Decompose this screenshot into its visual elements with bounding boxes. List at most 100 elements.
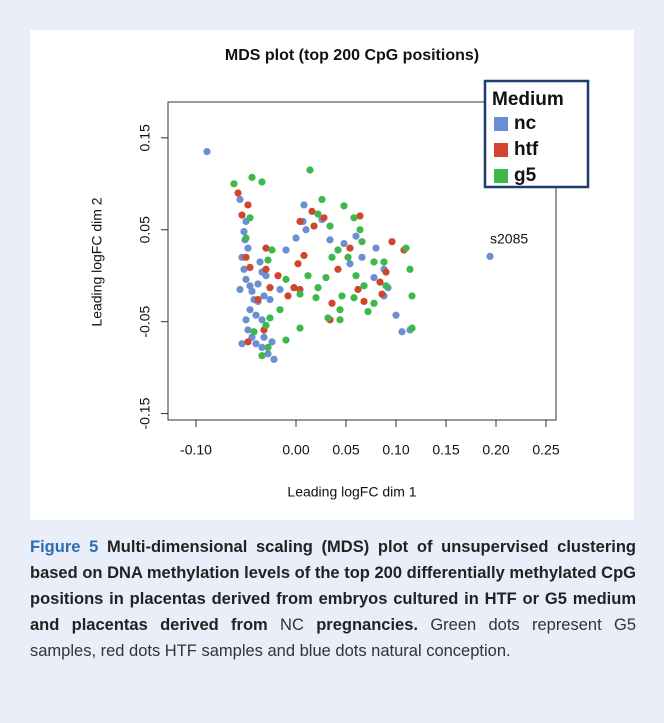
point bbox=[242, 316, 250, 324]
point bbox=[266, 284, 274, 292]
point bbox=[300, 201, 308, 209]
point bbox=[346, 244, 354, 252]
point bbox=[264, 350, 272, 358]
point bbox=[236, 285, 244, 294]
point bbox=[340, 202, 348, 210]
point bbox=[258, 352, 266, 360]
point bbox=[310, 222, 318, 230]
point bbox=[326, 222, 334, 230]
point bbox=[246, 263, 254, 272]
point bbox=[240, 265, 248, 273]
point bbox=[234, 189, 242, 197]
point bbox=[372, 244, 380, 252]
point bbox=[262, 321, 270, 329]
point bbox=[270, 355, 278, 363]
point bbox=[320, 214, 328, 222]
point bbox=[324, 314, 332, 322]
point bbox=[242, 275, 250, 283]
point bbox=[258, 178, 266, 186]
point bbox=[398, 328, 406, 336]
y-tick-label: -0.15 bbox=[137, 397, 153, 429]
point bbox=[276, 285, 284, 294]
point bbox=[296, 324, 304, 332]
point bbox=[258, 316, 266, 324]
point bbox=[246, 214, 254, 222]
point bbox=[370, 258, 378, 266]
point bbox=[336, 316, 344, 324]
point bbox=[290, 284, 298, 292]
point bbox=[262, 265, 270, 273]
point bbox=[246, 282, 254, 290]
legend-label: nc bbox=[514, 113, 537, 134]
point bbox=[358, 253, 366, 261]
point bbox=[282, 336, 290, 344]
point bbox=[328, 299, 336, 307]
caption-bold: Multi-dimensional scaling (MDS) plot of … bbox=[30, 538, 636, 634]
point bbox=[338, 292, 346, 300]
point bbox=[358, 238, 366, 246]
point bbox=[238, 340, 246, 348]
point bbox=[306, 166, 314, 174]
point bbox=[408, 292, 416, 300]
point bbox=[356, 212, 364, 220]
figure: MDS plot (top 200 CpG positions) Leading… bbox=[30, 30, 634, 520]
point bbox=[382, 282, 390, 290]
point bbox=[244, 201, 252, 209]
point bbox=[244, 244, 252, 252]
point bbox=[356, 226, 364, 234]
point bbox=[326, 236, 334, 244]
point bbox=[238, 211, 246, 219]
point bbox=[350, 294, 358, 302]
point bbox=[346, 260, 354, 268]
y-tick-label: 0.15 bbox=[137, 124, 153, 151]
point bbox=[284, 292, 292, 300]
point bbox=[340, 239, 348, 248]
point bbox=[266, 296, 274, 304]
caption-label: Figure 5 bbox=[30, 538, 99, 556]
legend-label: htf bbox=[514, 139, 539, 160]
point bbox=[308, 207, 316, 215]
point bbox=[244, 338, 252, 346]
point bbox=[370, 299, 378, 307]
point bbox=[312, 294, 320, 302]
point bbox=[354, 285, 362, 294]
point bbox=[260, 292, 268, 300]
point bbox=[364, 307, 372, 316]
point bbox=[304, 272, 312, 280]
point bbox=[262, 244, 270, 252]
point bbox=[248, 173, 256, 181]
y-axis-label: Leading logFC dim 2 bbox=[89, 197, 105, 326]
legend-title: Medium bbox=[492, 89, 564, 110]
point bbox=[344, 253, 352, 261]
plot-frame bbox=[167, 101, 557, 421]
point bbox=[254, 280, 262, 288]
point bbox=[264, 256, 272, 264]
x-tick-label: 0.20 bbox=[482, 442, 509, 458]
point bbox=[408, 324, 416, 332]
x-tick-label: 0.25 bbox=[532, 442, 559, 458]
point bbox=[294, 260, 302, 268]
point bbox=[302, 226, 310, 234]
legend-swatch bbox=[494, 143, 508, 157]
point bbox=[260, 333, 268, 341]
point bbox=[246, 306, 254, 314]
point bbox=[300, 251, 308, 260]
legend-swatch bbox=[494, 117, 508, 131]
point bbox=[250, 328, 258, 336]
point bbox=[296, 290, 304, 298]
point bbox=[376, 278, 384, 286]
caption-bold-end: pregnancies. bbox=[316, 616, 418, 634]
point bbox=[380, 258, 388, 266]
x-tick-label: 0.15 bbox=[432, 442, 459, 458]
point bbox=[392, 311, 400, 319]
annotation: s2085 bbox=[490, 231, 528, 247]
point bbox=[334, 265, 342, 273]
x-tick-label: 0.05 bbox=[332, 442, 359, 458]
point bbox=[242, 253, 250, 261]
caption-text: Green dots represent G5 samples, red dot… bbox=[30, 616, 636, 660]
point bbox=[242, 234, 250, 242]
point bbox=[236, 195, 244, 204]
point bbox=[264, 343, 272, 351]
point bbox=[274, 272, 282, 280]
point bbox=[406, 265, 414, 273]
